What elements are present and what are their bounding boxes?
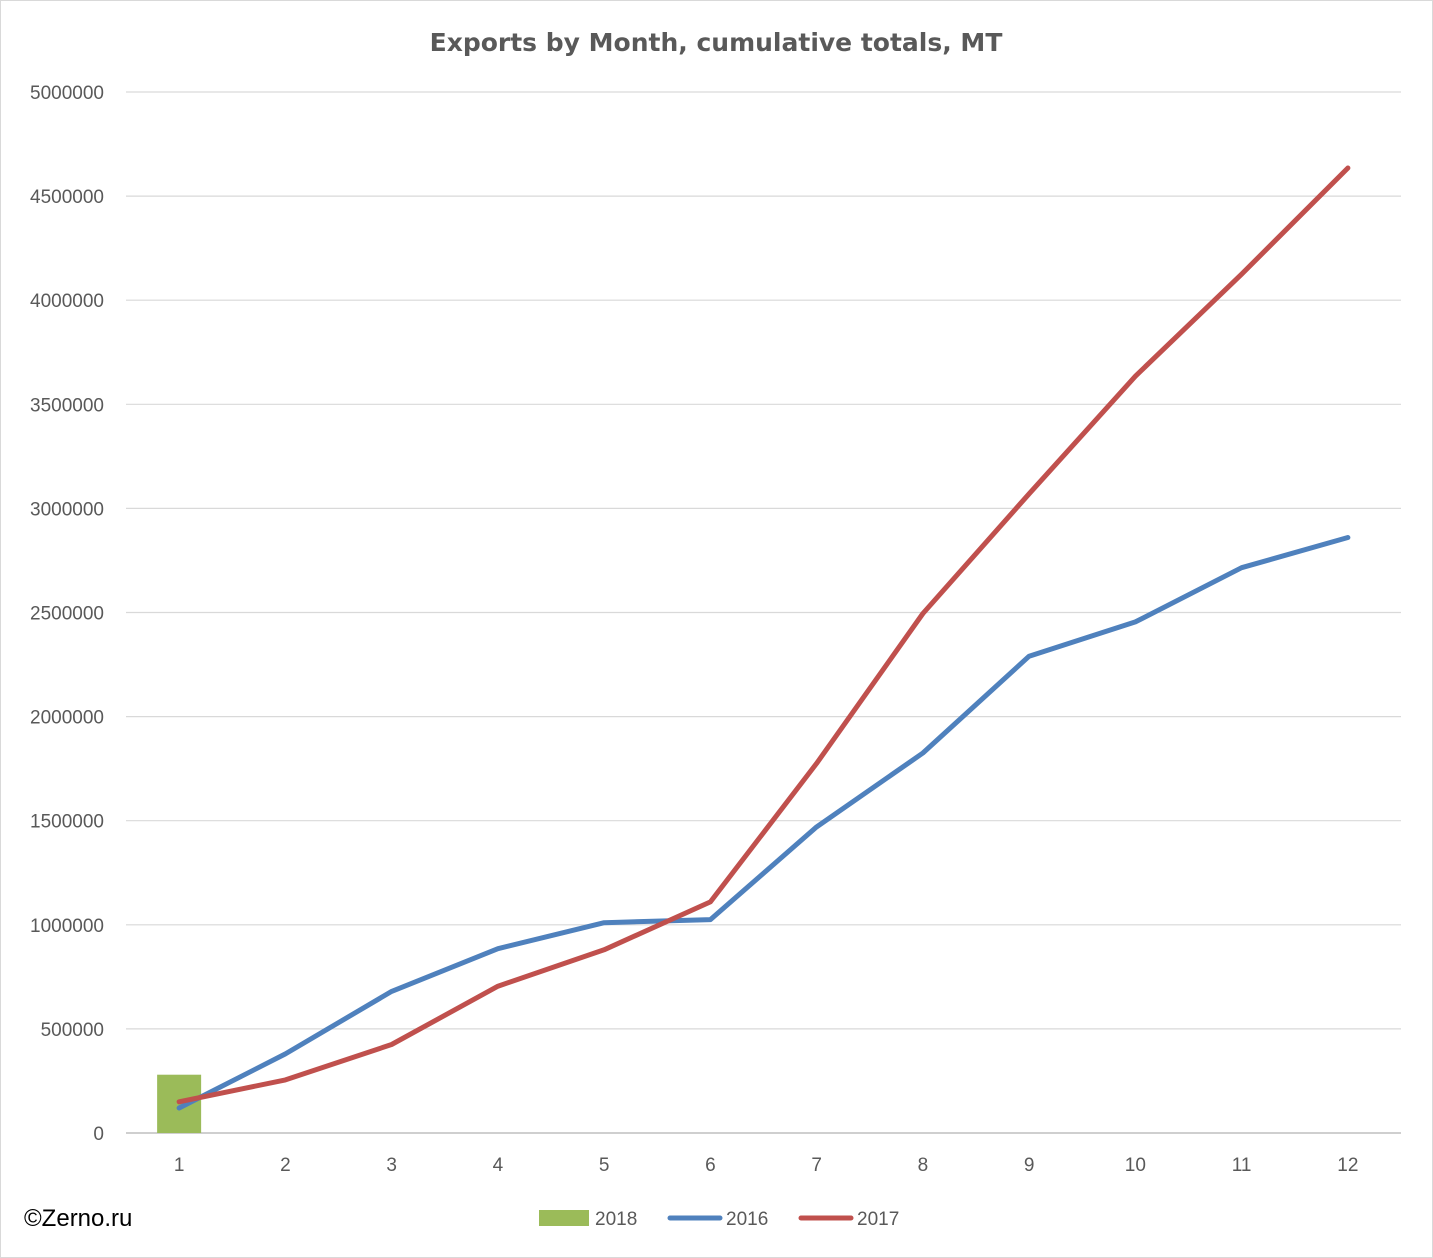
y-tick-label: 2500000 — [30, 604, 104, 625]
x-tick-label: 11 — [1232, 1155, 1252, 1176]
x-tick-label: 6 — [705, 1155, 716, 1176]
y-tick-label: 4000000 — [30, 291, 104, 312]
credit-text: ©Zerno.ru — [24, 1205, 133, 1232]
y-tick-label: 0 — [93, 1124, 104, 1145]
legend-label-2017: 2017 — [857, 1209, 899, 1230]
x-tick-label: 1 — [174, 1155, 185, 1176]
y-tick-label: 4500000 — [30, 187, 104, 208]
y-tick-label: 2000000 — [30, 708, 104, 729]
x-tick-label: 8 — [918, 1155, 929, 1176]
line-series — [176, 165, 1351, 1111]
gridlines — [126, 91, 1401, 1134]
y-tick-label: 5000000 — [30, 83, 104, 104]
line-2017 — [176, 165, 1351, 1105]
chart-title: Exports by Month, cumulative totals, MT — [430, 28, 1003, 57]
legend-swatch-2018 — [539, 1210, 589, 1226]
y-axis-ticks: 0 500000 1000000 1500000 2000000 2500000 30000… — [30, 83, 104, 1145]
y-tick-label: 500000 — [41, 1020, 104, 1041]
legend: 2018 2016 2017 — [539, 1209, 899, 1230]
y-tick-label: 1000000 — [30, 916, 104, 937]
line-2016 — [176, 535, 1351, 1111]
x-axis-ticks: 1 2 3 4 5 6 7 8 9 10 11 12 — [174, 1155, 1359, 1176]
x-tick-label: 2 — [280, 1155, 291, 1176]
x-tick-label: 7 — [811, 1155, 822, 1176]
y-tick-label: 1500000 — [30, 812, 104, 833]
legend-label-2018: 2018 — [595, 1209, 637, 1230]
y-tick-label: 3000000 — [30, 499, 104, 520]
y-tick-label: 3500000 — [30, 395, 104, 416]
x-tick-label: 12 — [1337, 1155, 1358, 1176]
x-tick-label: 10 — [1125, 1155, 1146, 1176]
legend-label-2016: 2016 — [726, 1209, 768, 1230]
x-tick-label: 9 — [1024, 1155, 1035, 1176]
x-tick-label: 3 — [386, 1155, 397, 1176]
x-tick-label: 5 — [599, 1155, 610, 1176]
x-tick-label: 4 — [493, 1155, 504, 1176]
